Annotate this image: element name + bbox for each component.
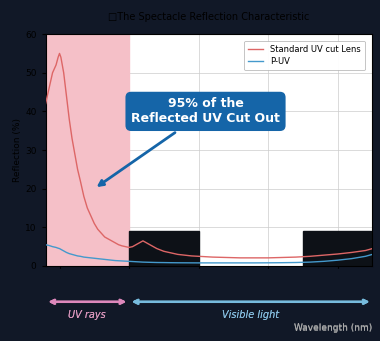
Line: Standard UV cut Lens: Standard UV cut Lens — [46, 54, 372, 258]
Standard UV cut Lens — [99, 231, 103, 235]
Text: 95% of the
Reflected UV Cut Out: 95% of the Reflected UV Cut Out — [99, 98, 280, 185]
Text: UV rays: UV rays — [68, 310, 106, 321]
P-UV — [370, 252, 375, 256]
Standard UV cut Lens — [137, 241, 142, 245]
P-UV — [196, 261, 201, 265]
Standard UV cut Lens — [370, 247, 375, 251]
Text: 730: 730 — [364, 287, 380, 296]
Standard UV cut Lens — [155, 247, 159, 251]
Text: Wavelength (nm): Wavelength (nm) — [294, 324, 372, 332]
Legend: Standard UV cut Lens, P-UV: Standard UV cut Lens, P-UV — [244, 41, 365, 70]
P-UV — [162, 261, 166, 265]
Standard UV cut Lens — [57, 51, 62, 56]
P-UV — [147, 260, 152, 264]
Standard UV cut Lens — [238, 256, 242, 260]
Bar — [46, 34, 129, 266]
Bar — [129, 231, 199, 266]
P-UV — [134, 260, 138, 264]
Text: □The Spectacle Reflection Characteristic: □The Spectacle Reflection Characteristic — [108, 12, 310, 22]
Standard UV cut Lens — [47, 86, 51, 90]
Text: UV rays: UV rays — [68, 310, 106, 321]
P-UV — [43, 243, 48, 247]
P-UV — [47, 243, 51, 248]
P-UV — [95, 256, 100, 261]
Standard UV cut Lens — [210, 255, 215, 259]
Line: P-UV: P-UV — [46, 245, 372, 263]
Standard UV cut Lens — [168, 251, 173, 255]
Text: Visible light: Visible light — [222, 310, 279, 321]
P-UV — [210, 261, 215, 265]
Y-axis label: Reflection (%): Reflection (%) — [13, 118, 22, 182]
Text: Wavelength (nm): Wavelength (nm) — [294, 323, 372, 332]
Text: Visible light: Visible light — [222, 310, 279, 321]
Bar — [303, 231, 372, 266]
Standard UV cut Lens — [43, 102, 48, 106]
